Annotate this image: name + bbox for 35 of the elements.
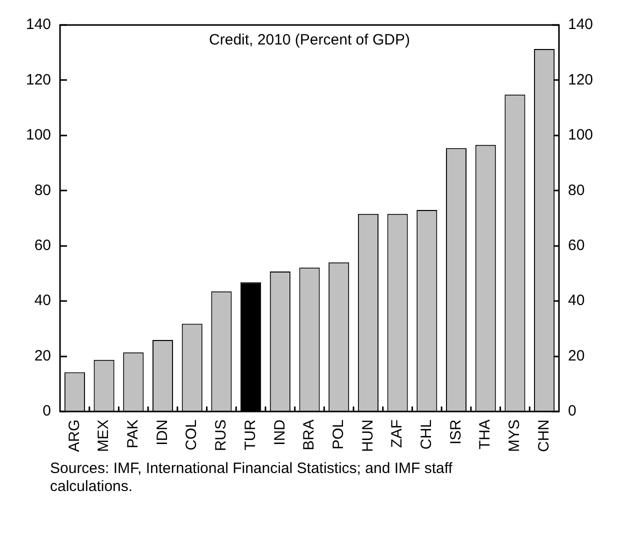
y2-tick-label: 20 [568,347,585,364]
x-tick-label: POL [330,419,347,450]
y2-tick-label: 80 [568,182,585,199]
text: Credit, 2010 (Percent of GDP) [209,32,410,49]
x-tick-label: BRA [300,419,318,450]
x-tick-label: COL [183,419,200,450]
x-tick-label: MYS [506,419,524,452]
x-tick-label: IND [271,419,288,446]
x-tick-label: CHN [535,419,552,452]
x-tick-label: PAK [124,419,142,448]
x-tick-label: ARG [66,419,83,452]
y2-tick-label: 140 [568,16,594,34]
y2-tick-label: 60 [568,236,585,254]
x-tick-label: IDN [154,419,171,446]
source-note: Sources: IMF, International Financial Statistics; and IMF staff calculations. [50,460,454,496]
y2-tick-label: 100 [568,126,594,144]
x-tick-label: THA [476,419,494,450]
x-tick-label: ISR [447,419,464,445]
x-tick-label: MEX [95,419,112,452]
y-tick-label: 60 [34,236,52,254]
y-tick-label: 140 [26,16,52,34]
y2-tick-label: 0 [568,402,576,420]
y-tick-label: 120 [26,71,52,88]
x-tick-label: TUR [242,419,259,450]
y2-tick-label: 120 [568,71,594,88]
y-tick-label: 20 [34,347,52,364]
x-tick-label: ZAF [388,419,406,448]
x-tick-label: HUN [359,419,376,452]
x-tick-label: RUS [212,419,230,452]
x-tick-label: CHL [418,419,436,450]
y-tick-label: 0 [42,402,52,420]
y-tick-label: 40 [34,292,52,310]
y-tick-label: 80 [34,182,52,199]
y-tick-label: 100 [26,126,52,144]
y2-tick-label: 40 [568,292,585,310]
